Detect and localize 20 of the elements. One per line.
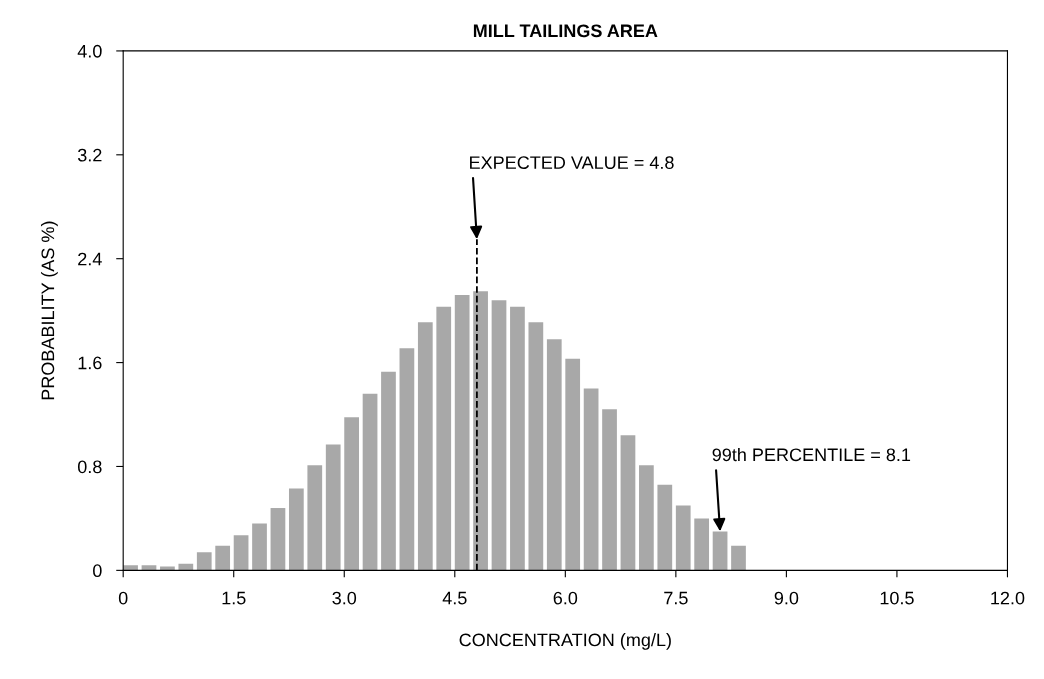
y-axis-title: PROBABILITY (AS %) bbox=[40, 221, 58, 400]
x-tick-label: 9.0 bbox=[774, 591, 799, 605]
x-tick-label: 12.0 bbox=[991, 591, 1025, 605]
y-tick-label: 0.8 bbox=[77, 460, 102, 474]
y-tick-label: 1.6 bbox=[78, 356, 102, 370]
y-tick-label: 4.0 bbox=[77, 44, 102, 58]
y-tick-label: 2.4 bbox=[78, 252, 102, 266]
annotation: EXPECTED VALUE = 4.8 bbox=[470, 156, 674, 169]
x-tick-label: 6.0 bbox=[553, 591, 578, 605]
x-tick-label: 1.5 bbox=[222, 591, 246, 605]
x-tick-label: 10.5 bbox=[880, 591, 914, 605]
x-tick-label: 7.5 bbox=[664, 591, 688, 605]
annotation: 99th PERCENTILE = 8.1 bbox=[712, 447, 911, 462]
x-tick-label: 0 bbox=[118, 591, 128, 605]
x-tick-label: 3.0 bbox=[332, 591, 357, 605]
y-tick-label: 0 bbox=[93, 564, 102, 578]
y-tick-label: 3.2 bbox=[77, 148, 102, 162]
x-axis-title: CONCENTRATION (mg/L) bbox=[459, 633, 671, 650]
chart-title: MILL TAILINGS AREA bbox=[473, 24, 658, 38]
x-tick-label: 4.5 bbox=[442, 591, 467, 605]
